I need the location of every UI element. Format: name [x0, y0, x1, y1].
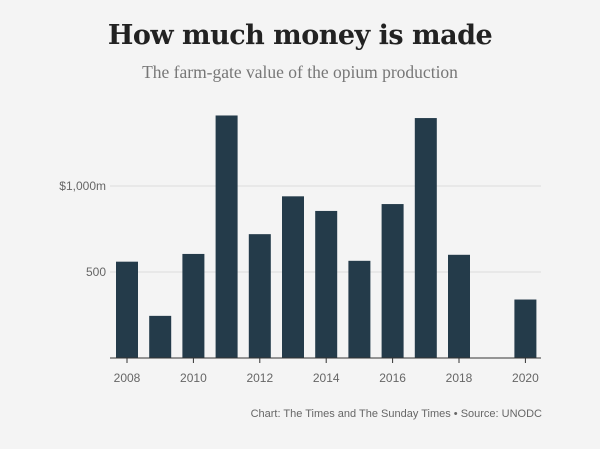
bar-2016: [381, 204, 404, 358]
bar-2015: [348, 260, 371, 358]
bar-2020: [514, 299, 537, 358]
bars: [116, 115, 537, 358]
chart-title: How much money is made: [107, 20, 493, 51]
bar-2008: [116, 261, 138, 358]
y-tick-label: 500: [86, 265, 106, 279]
x-tick-label: 2008: [114, 371, 141, 385]
bar-2009: [149, 315, 172, 358]
x-tick-label: 2012: [246, 371, 273, 385]
x-tick-label: 2014: [313, 371, 340, 385]
x-tick-label: 2010: [180, 371, 207, 385]
x-tick-label: 2016: [379, 371, 406, 385]
bar-2014: [315, 210, 338, 358]
y-tick-label: $1,000m: [59, 179, 106, 193]
bar-2011: [215, 115, 238, 358]
bar-2018: [448, 254, 470, 358]
bar-2017: [414, 118, 437, 358]
x-axis-ticks: 2008 2010 2012 2014 2016 2018 2020: [114, 358, 539, 385]
bar-2010: [182, 253, 205, 358]
chart-credit: Chart: The Times and The Sunday Times • …: [250, 408, 542, 420]
x-tick-label: 2018: [446, 371, 473, 385]
chart-subtitle: The farm-gate value of the opium product…: [142, 62, 458, 82]
y-axis-labels: 500 $1,000m: [59, 179, 106, 279]
bar-2012: [248, 234, 271, 358]
bar-2013: [282, 196, 304, 358]
x-tick-label: 2020: [512, 371, 539, 385]
